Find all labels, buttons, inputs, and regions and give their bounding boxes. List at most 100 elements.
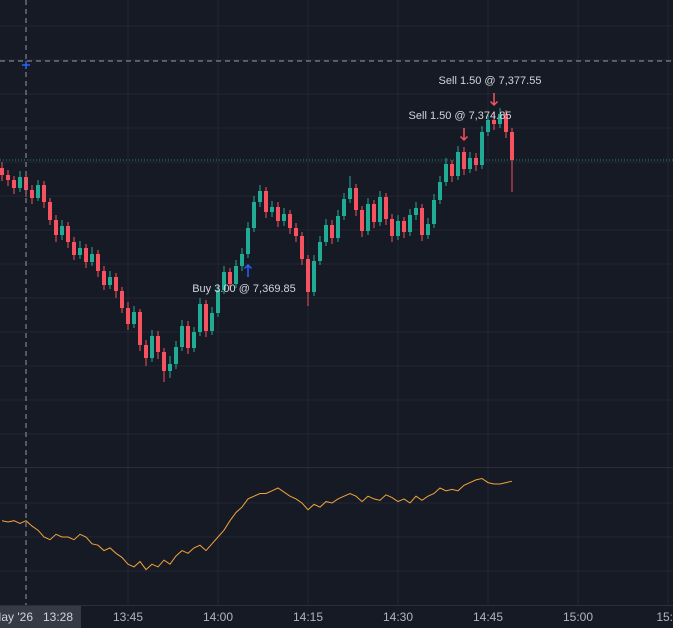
time-axis-band xyxy=(0,605,673,628)
x-tick-label: 14:15 xyxy=(293,610,323,624)
candle-body xyxy=(11,180,16,188)
x-tick-label: 15:1 xyxy=(656,610,673,624)
candle-body xyxy=(113,277,118,291)
candle-body xyxy=(179,326,184,347)
candle-body xyxy=(281,214,286,221)
candle-body xyxy=(83,248,88,262)
candle-body xyxy=(239,254,244,266)
candle-body xyxy=(161,352,166,371)
crosshair-time-label: 13:28 xyxy=(43,610,73,624)
candle-body xyxy=(323,225,328,242)
candle-body xyxy=(396,221,401,236)
candle-body xyxy=(215,290,220,313)
candle-body xyxy=(47,202,52,220)
candle-body xyxy=(378,197,383,222)
x-tick-label: 14:45 xyxy=(473,610,503,624)
candle-body xyxy=(474,158,479,165)
candle-body xyxy=(137,312,142,345)
candle-body xyxy=(269,207,274,212)
candle-body xyxy=(426,224,431,235)
candle-body xyxy=(167,364,172,371)
candle-body xyxy=(0,168,4,175)
indicator-line xyxy=(1,477,513,571)
candle-body xyxy=(251,202,256,228)
x-tick-label: 13:45 xyxy=(113,610,143,624)
candle-body xyxy=(450,164,455,176)
candle-body xyxy=(390,219,395,236)
candle-body xyxy=(275,207,280,221)
x-tick-label: 14:30 xyxy=(383,610,413,624)
candle-body xyxy=(197,304,202,332)
candle-body xyxy=(53,220,58,235)
candle-body xyxy=(468,158,473,169)
candle-body xyxy=(227,272,232,284)
crosshair-cursor xyxy=(21,61,30,69)
candle-body xyxy=(336,216,340,238)
candle-body xyxy=(233,266,238,284)
candle-body xyxy=(486,120,491,132)
candle-body xyxy=(408,215,413,232)
candle-body xyxy=(35,185,40,198)
candle-body xyxy=(305,259,310,292)
candle-body xyxy=(131,312,136,324)
candle-body xyxy=(119,291,124,308)
candle-body xyxy=(299,236,304,259)
candle-body xyxy=(329,225,334,238)
trade-label: Sell 1.50 @ 7,374.85 xyxy=(409,110,512,122)
candle-body xyxy=(173,347,178,364)
grid xyxy=(0,0,673,605)
candle-body xyxy=(414,208,419,215)
sell-arrow xyxy=(459,128,469,142)
candles xyxy=(0,108,515,382)
candle-body xyxy=(221,272,226,290)
candle-body xyxy=(209,313,214,331)
candle-body xyxy=(438,182,443,200)
candle-body xyxy=(185,326,190,348)
candle-body xyxy=(402,221,407,232)
candle-body xyxy=(101,271,106,285)
candle-body xyxy=(366,204,371,231)
candle-body xyxy=(360,210,365,231)
candle-body xyxy=(492,120,497,124)
candle-body xyxy=(95,254,100,271)
candle-body xyxy=(41,185,46,202)
x-tick-label: 14:00 xyxy=(203,610,233,624)
candle-body xyxy=(311,261,316,292)
candle-body xyxy=(420,208,425,235)
candle-body xyxy=(456,152,461,176)
candle-body xyxy=(498,114,503,124)
candle-body xyxy=(191,332,196,348)
candle-body xyxy=(65,226,70,242)
indicator-pane xyxy=(1,477,513,571)
candle-body xyxy=(432,200,437,224)
candle-body xyxy=(203,304,208,331)
buy-arrow xyxy=(243,263,253,277)
candle-body xyxy=(384,197,389,219)
overlay: Buy 3.00 @ 7,369.85 Sell 1.50 @ 7,374.85 S… xyxy=(0,0,673,605)
candle-body xyxy=(107,277,112,285)
candle-body xyxy=(77,248,82,255)
candle-body xyxy=(59,226,64,235)
trade-label: Buy 3.00 @ 7,369.85 xyxy=(192,283,296,295)
candle-body xyxy=(17,177,22,188)
sell-arrow xyxy=(489,93,499,107)
crosshair-time-box xyxy=(0,606,81,628)
time-axis: 13:45 14:00 14:15 14:30 14:45 15:00 15:1 May '2… xyxy=(0,605,673,628)
x-tick-label: 15:00 xyxy=(563,610,593,624)
candle-body xyxy=(287,214,292,228)
candle-body xyxy=(354,188,359,210)
candle-body xyxy=(510,132,515,160)
candle-body xyxy=(372,204,377,222)
candle-body xyxy=(462,152,467,169)
candle-body xyxy=(504,114,509,132)
candle-body xyxy=(5,175,10,180)
candle-body xyxy=(348,188,353,199)
candle-body xyxy=(257,191,262,202)
crosshair-date-label: May '26 xyxy=(0,610,33,624)
candle-body xyxy=(317,242,322,261)
candle-body xyxy=(125,308,130,324)
candle-body xyxy=(71,242,76,255)
